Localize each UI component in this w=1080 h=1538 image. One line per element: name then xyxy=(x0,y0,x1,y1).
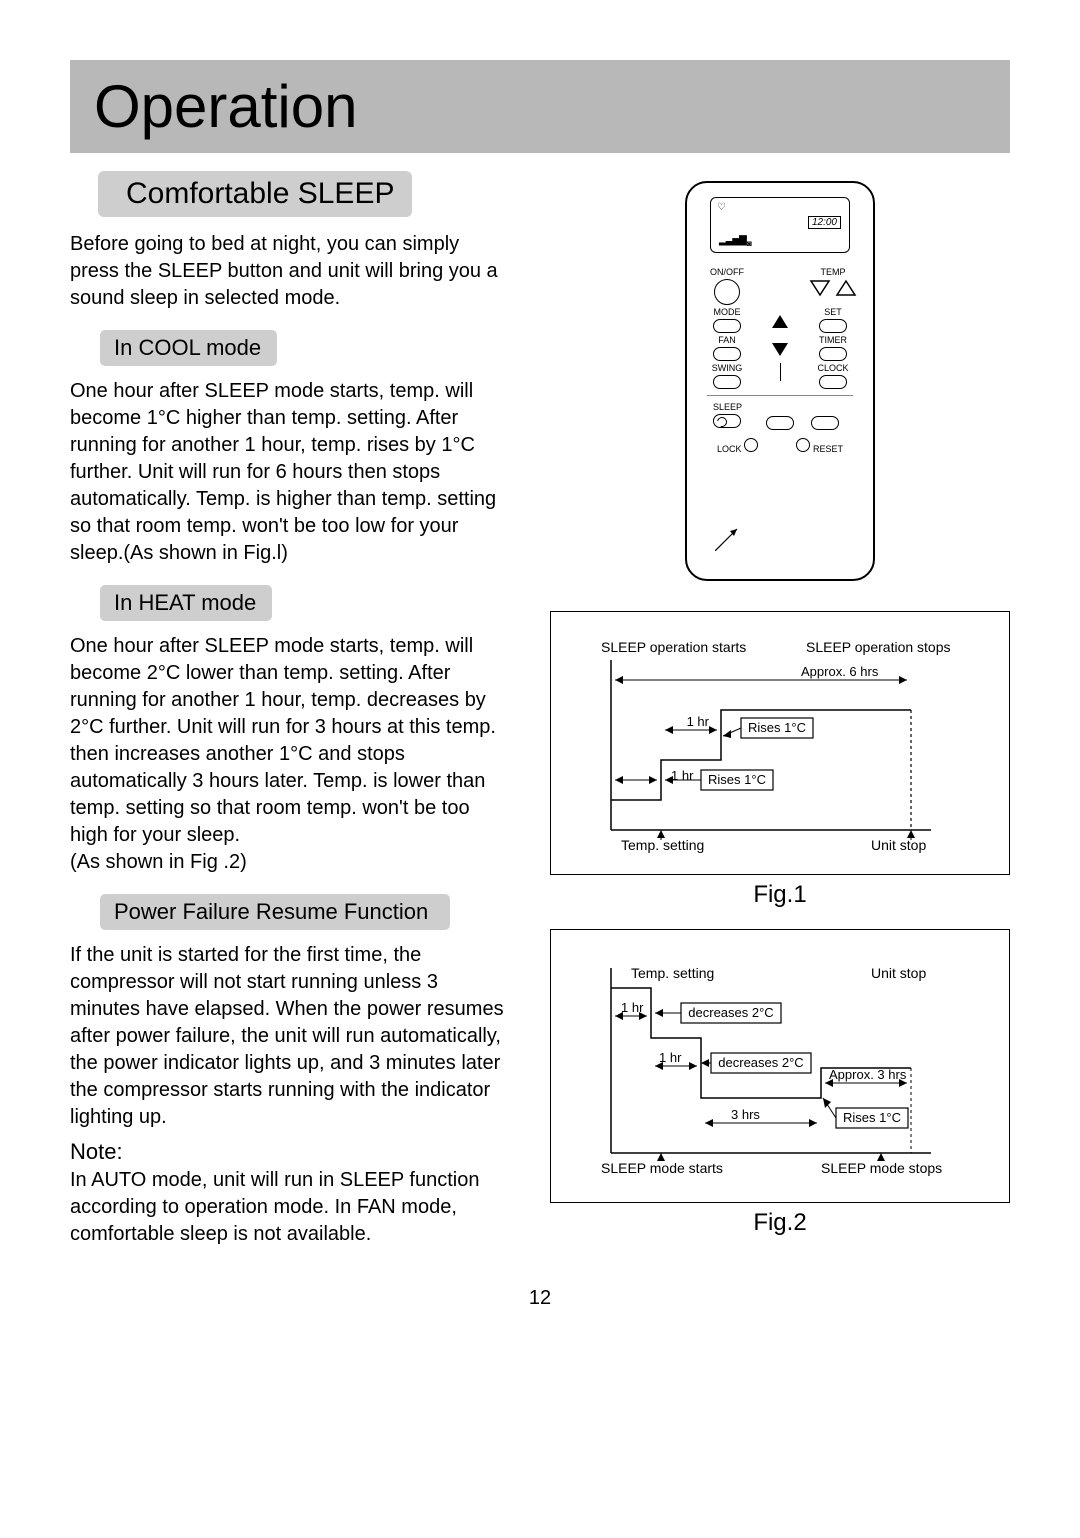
screen-time: 12:00 xyxy=(808,216,841,229)
fig2-stops: SLEEP mode stops xyxy=(821,1160,942,1176)
blank-button-2 xyxy=(811,416,839,430)
section-heading: Comfortable SLEEP xyxy=(98,171,412,217)
fig2-hr2: 1 hr xyxy=(659,1050,682,1065)
temp-label: TEMP xyxy=(811,267,855,299)
fig1-unit-stop: Unit stop xyxy=(871,837,926,853)
fig2-caption: Fig.2 xyxy=(550,1209,1010,1237)
reset-label: RESET xyxy=(796,436,843,454)
temp-up-button xyxy=(835,279,857,299)
fig1-approx: Approx. 6 hrs xyxy=(801,664,879,679)
lock-button xyxy=(744,438,758,452)
sleep-label: SLEEP xyxy=(713,402,757,430)
fig1-stops: SLEEP operation stops xyxy=(806,639,951,655)
fan-button xyxy=(713,347,741,361)
fig1-caption: Fig.1 xyxy=(550,881,1010,909)
fig2-starts: SLEEP mode starts xyxy=(601,1160,723,1176)
cool-heading: In COOL mode xyxy=(100,330,277,366)
left-column: Comfortable SLEEP Before going to bed at… xyxy=(70,171,510,1257)
note-label: Note: xyxy=(70,1139,510,1165)
fig2-hr3: 3 hrs xyxy=(731,1107,760,1122)
fig1-temp-setting: Temp. setting xyxy=(621,837,704,853)
fig2-chart: Temp. setting Unit stop 1 hr 1 hr decrea… xyxy=(571,948,951,1188)
fig2-hr1: 1 hr xyxy=(621,1000,644,1015)
clock-label: CLOCK xyxy=(811,363,855,389)
set-label: SET xyxy=(811,307,855,333)
title-banner: Operation xyxy=(70,60,1010,153)
note-text: In AUTO mode, unit will run in SLEEP fun… xyxy=(70,1167,510,1248)
onoff-button xyxy=(714,279,740,305)
down-arrow-icon xyxy=(772,343,788,356)
fig1-starts: SLEEP operation starts xyxy=(601,639,746,655)
onoff-label: ON/OFF xyxy=(705,267,749,305)
fig2-temp-setting: Temp. setting xyxy=(631,965,714,981)
remote-control-diagram: ♡ ▂▃▅▇ 12:00 ◙ ON/OFF TEMP MODE SET xyxy=(685,181,875,581)
fig1-hr2: 1 hr xyxy=(671,768,694,783)
lock-label: LOCK xyxy=(717,436,758,454)
heat-text: One hour after SLEEP mode starts, temp. … xyxy=(70,633,510,876)
signal-icon: ▂▃▅▇ xyxy=(719,235,746,246)
remote-screen: ♡ ▂▃▅▇ 12:00 ◙ xyxy=(710,197,850,253)
heart-icon: ♡ xyxy=(717,202,726,213)
up-arrow-icon xyxy=(772,315,788,328)
mode-label: MODE xyxy=(705,307,749,333)
intro-text: Before going to bed at night, you can si… xyxy=(70,231,510,312)
figure-2: Temp. setting Unit stop 1 hr 1 hr decrea… xyxy=(550,929,1010,1203)
page-number: 12 xyxy=(70,1287,1010,1310)
fig2-rise: Rises 1°C xyxy=(843,1110,901,1125)
fig1-chart: SLEEP operation starts SLEEP operation s… xyxy=(571,630,951,860)
cool-text: One hour after SLEEP mode starts, temp. … xyxy=(70,378,510,567)
timer-button xyxy=(819,347,847,361)
figure-1: SLEEP operation starts SLEEP operation s… xyxy=(550,611,1010,875)
power-heading: Power Failure Resume Function xyxy=(100,894,450,930)
right-column: ♡ ▂▃▅▇ 12:00 ◙ ON/OFF TEMP MODE SET xyxy=(550,171,1010,1257)
blank-button-1 xyxy=(766,416,794,430)
sleep-button xyxy=(713,414,741,428)
mode-button xyxy=(713,319,741,333)
swing-label: SWING xyxy=(705,363,749,389)
screen-dot-icon: ◙ xyxy=(747,239,752,248)
reset-button xyxy=(796,438,810,452)
power-text: If the unit is started for the first tim… xyxy=(70,942,510,1131)
clock-button xyxy=(819,375,847,389)
fig2-unit-stop: Unit stop xyxy=(871,965,926,981)
page-title: Operation xyxy=(94,72,986,141)
sleep-pointer-arrow xyxy=(715,521,745,551)
heat-heading: In HEAT mode xyxy=(100,585,272,621)
fig2-approx: Approx. 3 hrs xyxy=(829,1067,907,1082)
fig2-dec1: decreases 2°C xyxy=(688,1005,773,1020)
fig1-rise1: Rises 1°C xyxy=(748,720,806,735)
fig1-rise2: Rises 1°C xyxy=(708,772,766,787)
fig1-hr1: 1 hr xyxy=(687,714,710,729)
fig2-dec2: decreases 2°C xyxy=(718,1055,803,1070)
fan-label: FAN xyxy=(705,335,749,361)
set-button xyxy=(819,319,847,333)
swing-button xyxy=(713,375,741,389)
timer-label: TIMER xyxy=(811,335,855,361)
temp-down-button xyxy=(809,279,831,299)
